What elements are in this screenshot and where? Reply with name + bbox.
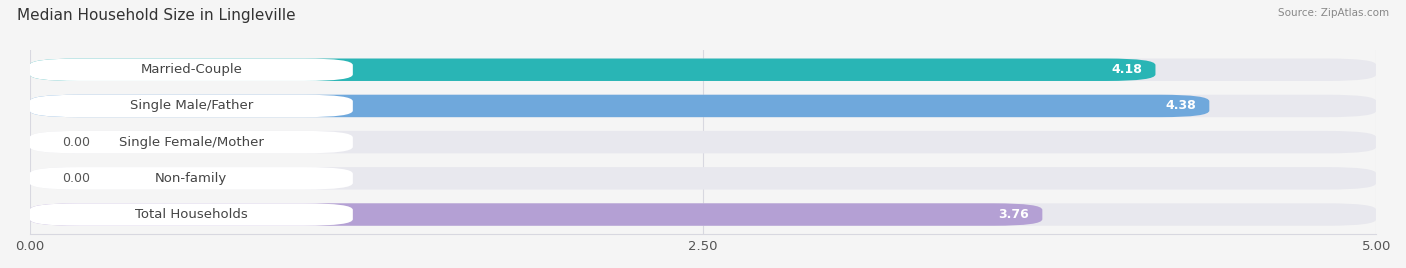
FancyBboxPatch shape [30,95,1376,117]
FancyBboxPatch shape [30,58,1156,81]
FancyBboxPatch shape [30,131,353,153]
FancyBboxPatch shape [30,167,353,189]
FancyBboxPatch shape [30,203,1042,226]
Text: Source: ZipAtlas.com: Source: ZipAtlas.com [1278,8,1389,18]
Text: 0.00: 0.00 [62,136,90,149]
Text: 3.76: 3.76 [998,208,1029,221]
Text: 4.38: 4.38 [1166,99,1197,113]
FancyBboxPatch shape [30,167,1376,189]
Text: Median Household Size in Lingleville: Median Household Size in Lingleville [17,8,295,23]
FancyBboxPatch shape [30,203,353,226]
Text: 4.18: 4.18 [1111,63,1142,76]
Text: Single Female/Mother: Single Female/Mother [118,136,264,149]
FancyBboxPatch shape [30,95,353,117]
Text: Total Households: Total Households [135,208,247,221]
FancyBboxPatch shape [30,95,1209,117]
Text: Married-Couple: Married-Couple [141,63,242,76]
Text: Single Male/Father: Single Male/Father [129,99,253,113]
FancyBboxPatch shape [30,203,1376,226]
FancyBboxPatch shape [30,58,353,81]
FancyBboxPatch shape [30,131,1376,153]
FancyBboxPatch shape [30,58,1376,81]
Text: Non-family: Non-family [155,172,228,185]
Text: 0.00: 0.00 [62,172,90,185]
